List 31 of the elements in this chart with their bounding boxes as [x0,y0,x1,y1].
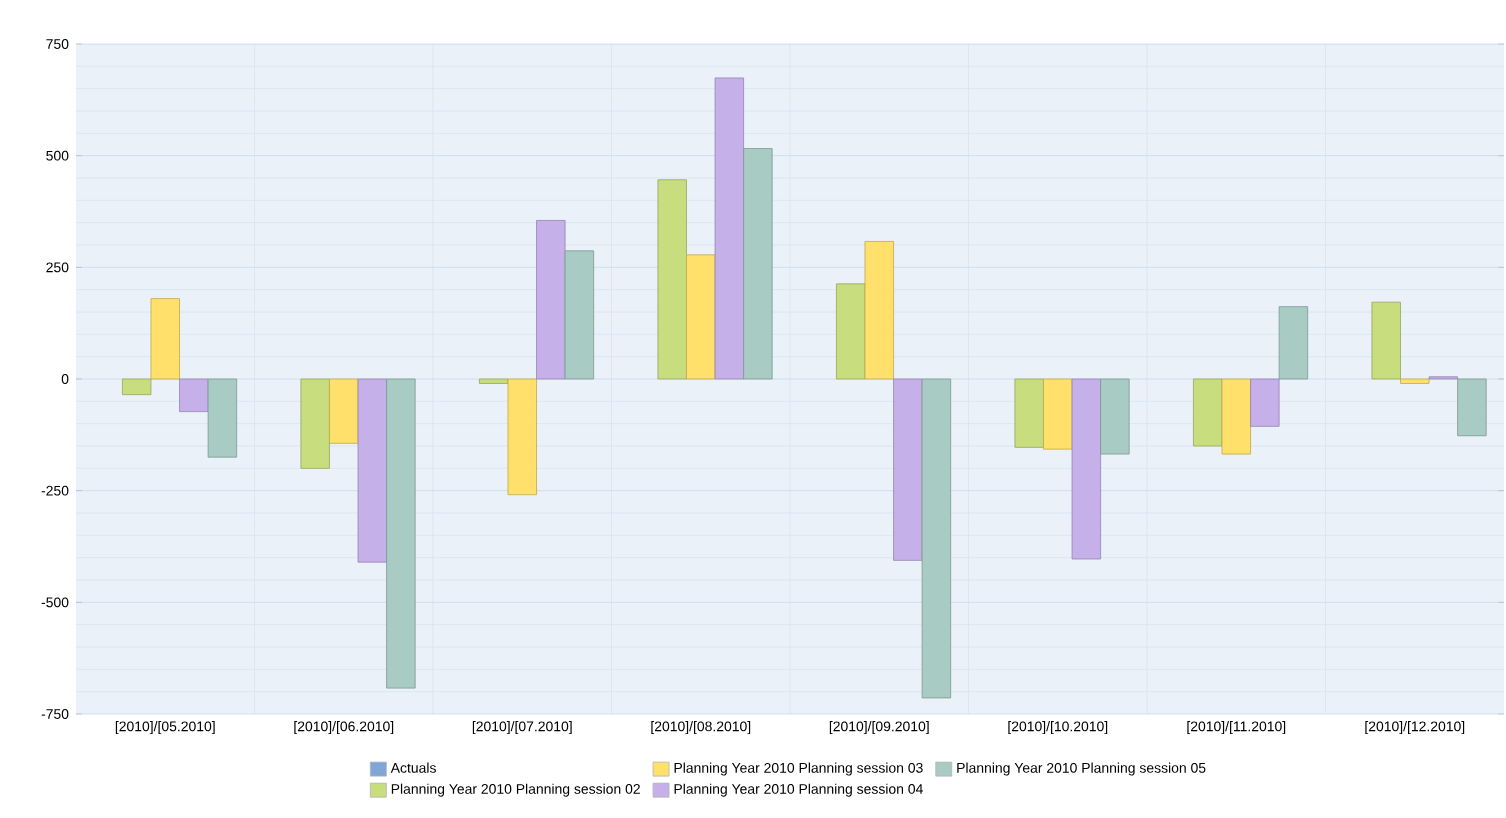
bar [150,298,180,380]
bar [386,378,416,689]
bar [564,250,595,380]
bar [686,254,716,380]
bar [122,378,152,396]
bar [1221,378,1251,455]
bar [357,378,387,563]
bar [1250,378,1280,427]
bar [536,220,566,380]
bar [714,77,744,380]
bar [836,283,866,380]
bar [921,378,952,699]
bar [1371,301,1401,380]
bar [1400,378,1430,384]
bar [1278,306,1309,380]
bar [864,241,894,380]
bar [300,378,330,469]
bar [1014,378,1044,448]
bar [893,378,923,561]
bar [1457,378,1487,437]
bar [743,148,773,380]
bar [507,378,537,496]
bar [207,378,238,458]
bar [657,179,687,380]
bar [1193,378,1223,447]
bar [1071,378,1102,560]
bar [1100,378,1130,455]
bar [329,378,359,444]
bar [179,378,209,413]
bar [1043,378,1073,450]
bar [479,378,509,384]
